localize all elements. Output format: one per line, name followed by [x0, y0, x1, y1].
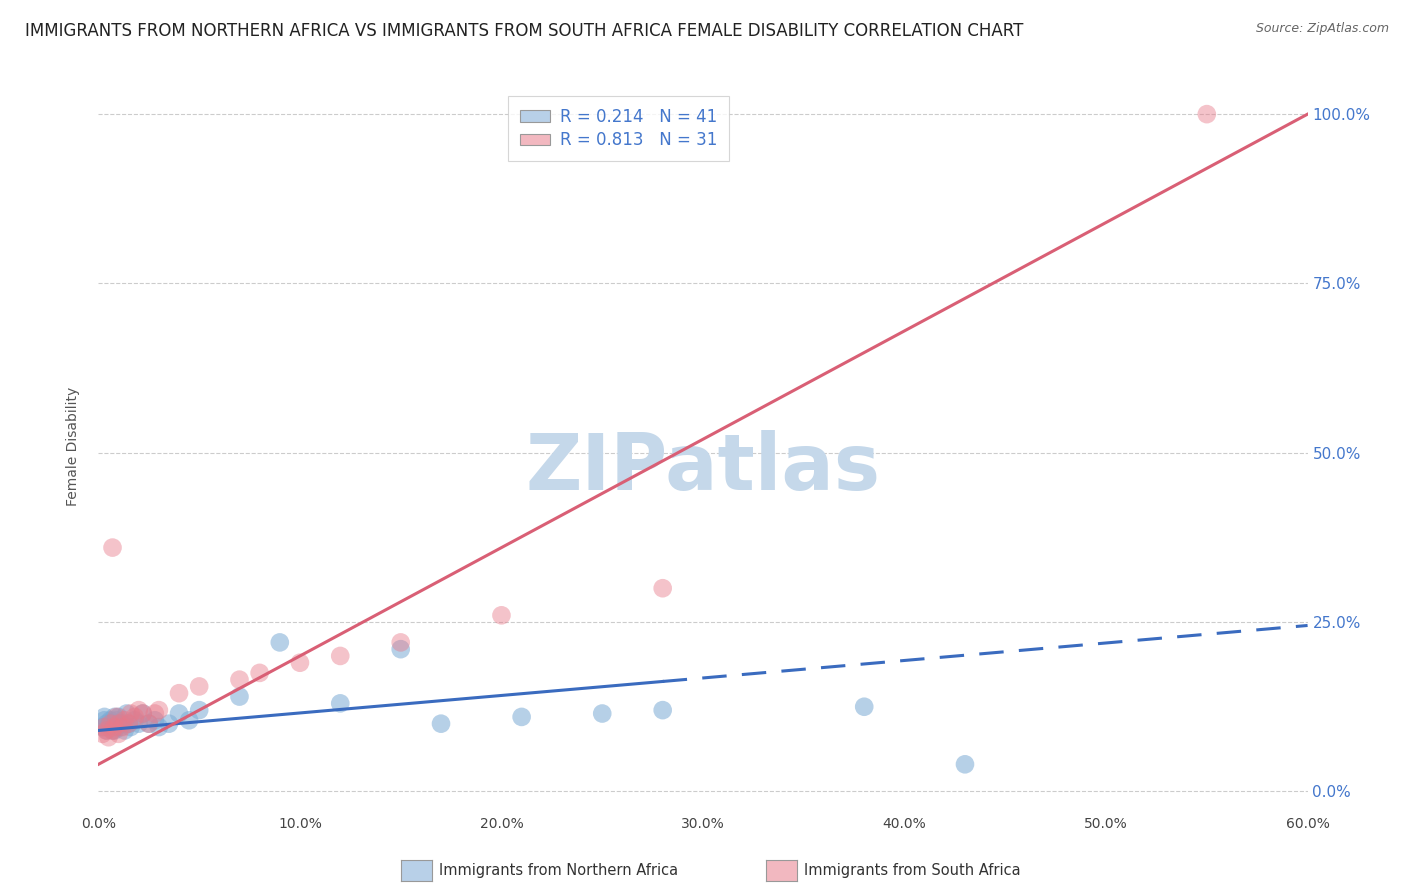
Point: [115, 706, 138, 721]
Point: [124, 710, 146, 724]
Point: [107, 727, 129, 741]
Point: [111, 720, 134, 734]
Point: [167, 686, 190, 700]
Point: [103, 710, 125, 724]
Point: [128, 716, 150, 731]
Point: [249, 665, 271, 680]
Point: [179, 714, 201, 728]
Point: [101, 723, 124, 738]
Point: [107, 710, 129, 724]
Point: [97, 730, 120, 744]
Text: Source: ZipAtlas.com: Source: ZipAtlas.com: [1256, 22, 1389, 36]
Point: [103, 723, 125, 738]
Point: [228, 673, 250, 687]
Point: [110, 720, 132, 734]
Legend: R = 0.214   N = 41, R = 0.813   N = 31: R = 0.214 N = 41, R = 0.813 N = 31: [508, 96, 728, 161]
Point: [101, 723, 124, 738]
Point: [188, 680, 211, 694]
Point: [100, 716, 122, 731]
Point: [148, 720, 170, 734]
Point: [228, 690, 250, 704]
Point: [100, 714, 122, 728]
Point: [157, 716, 180, 731]
Point: [167, 706, 190, 721]
Point: [91, 720, 114, 734]
Point: [128, 703, 150, 717]
Point: [120, 706, 142, 721]
Point: [105, 714, 128, 728]
Point: [143, 714, 166, 728]
Text: IMMIGRANTS FROM NORTHERN AFRICA VS IMMIGRANTS FROM SOUTH AFRICA FEMALE DISABILIT: IMMIGRANTS FROM NORTHERN AFRICA VS IMMIG…: [25, 22, 1024, 40]
Point: [389, 642, 412, 657]
Point: [118, 716, 141, 731]
Point: [96, 723, 118, 738]
Point: [329, 648, 352, 663]
Point: [105, 720, 128, 734]
Point: [101, 541, 124, 555]
Point: [853, 699, 876, 714]
Point: [114, 723, 136, 738]
Point: [93, 720, 115, 734]
Point: [91, 727, 114, 741]
Point: [105, 710, 128, 724]
Point: [107, 716, 129, 731]
Point: [288, 656, 311, 670]
Point: [143, 706, 166, 721]
Point: [132, 706, 155, 721]
Point: [188, 703, 211, 717]
Point: [138, 716, 160, 731]
Point: [103, 720, 125, 734]
Point: [93, 714, 115, 728]
Point: [124, 714, 146, 728]
Point: [591, 706, 613, 721]
Point: [329, 697, 352, 711]
Text: Immigrants from South Africa: Immigrants from South Africa: [804, 863, 1021, 878]
Point: [93, 710, 115, 724]
Point: [107, 716, 129, 731]
Point: [651, 581, 673, 595]
Point: [430, 716, 453, 731]
Point: [97, 720, 120, 734]
Point: [1195, 107, 1218, 121]
Point: [111, 716, 134, 731]
Point: [491, 608, 513, 623]
Point: [138, 716, 160, 731]
Point: [269, 635, 291, 649]
Point: [953, 757, 976, 772]
Point: [132, 706, 155, 721]
Point: [389, 635, 412, 649]
Point: [118, 716, 141, 731]
Text: Immigrants from Northern Africa: Immigrants from Northern Africa: [439, 863, 678, 878]
Point: [120, 720, 142, 734]
Point: [96, 716, 118, 731]
Point: [148, 703, 170, 717]
Point: [114, 714, 136, 728]
Point: [651, 703, 673, 717]
Point: [510, 710, 533, 724]
Point: [96, 723, 118, 738]
Text: ZIPatlas: ZIPatlas: [526, 430, 880, 506]
Y-axis label: Female Disability: Female Disability: [66, 386, 80, 506]
Point: [101, 716, 124, 731]
